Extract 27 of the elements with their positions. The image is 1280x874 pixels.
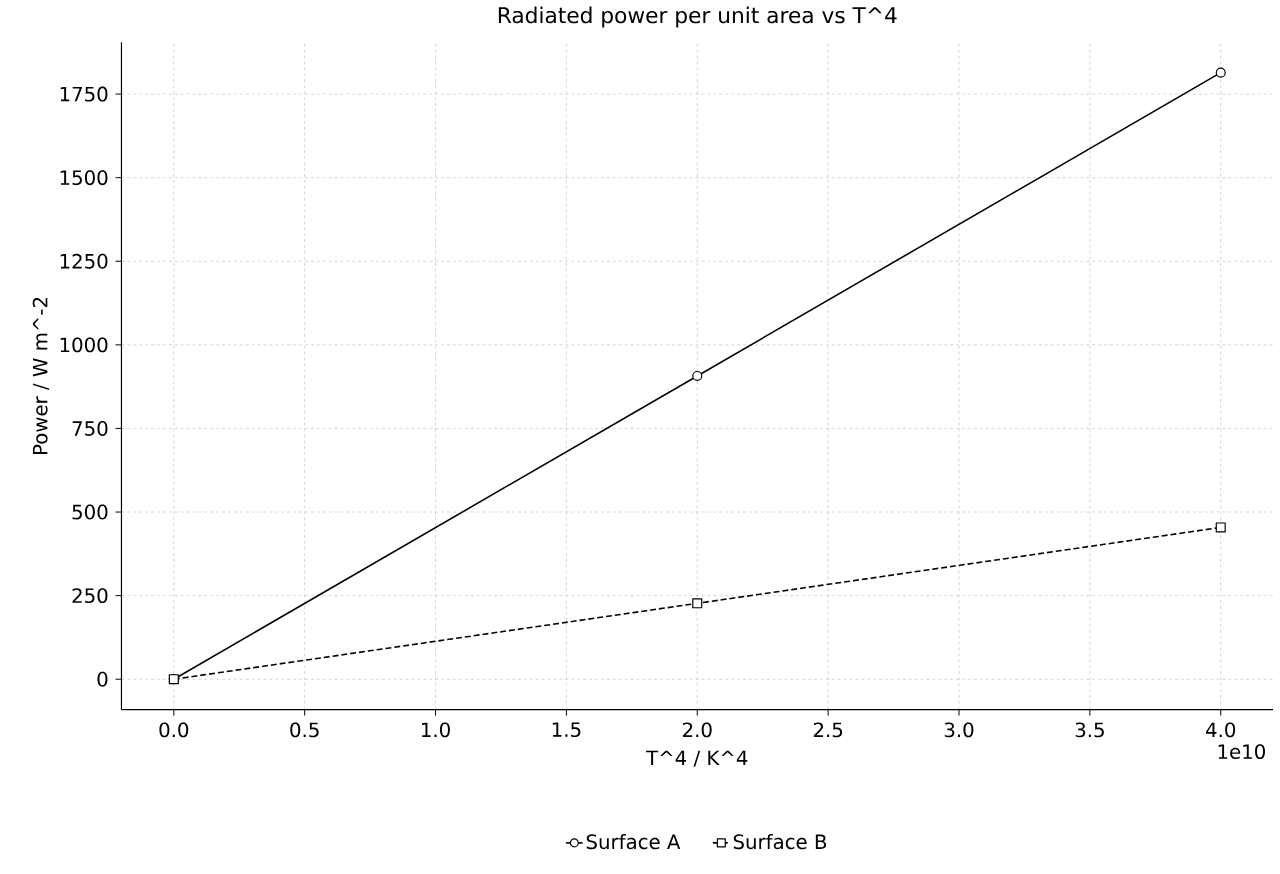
x-axis-title: T^4 / K^4 bbox=[646, 750, 748, 767]
point bbox=[692, 370, 703, 381]
point bbox=[692, 598, 703, 609]
y-tick-label: 500 bbox=[72, 504, 108, 520]
text: 1e10 bbox=[1218, 744, 1265, 760]
x-tick-label: 2.5 bbox=[813, 722, 843, 738]
x-tick-label: 1.0 bbox=[422, 722, 450, 738]
y-tick-label: 1250 bbox=[60, 253, 108, 269]
y-axis-title: Power / W m^-2 bbox=[32, 297, 50, 455]
y-tick-label: 250 bbox=[72, 588, 108, 604]
y-tick-label: 1000 bbox=[60, 337, 108, 353]
y-tick-label: 750 bbox=[72, 420, 108, 436]
y-tick-label: 0 bbox=[97, 671, 108, 687]
x-tick-label: 3.5 bbox=[1075, 722, 1104, 738]
x-tick-label: 0.5 bbox=[290, 722, 319, 738]
x-tick-label: 2.0 bbox=[683, 722, 712, 738]
x-tick-label: 4.0 bbox=[1206, 722, 1236, 738]
x-tick-label: 3.0 bbox=[944, 722, 974, 738]
point bbox=[1215, 67, 1226, 78]
x-tick-label: 1.5 bbox=[552, 722, 581, 738]
point bbox=[1215, 522, 1226, 533]
legend-label: Surface B bbox=[733, 833, 827, 850]
x-tick-label: 0.0 bbox=[159, 722, 189, 738]
y-tick-label: 1750 bbox=[60, 86, 108, 102]
legend-label: Surface A bbox=[586, 833, 681, 850]
chart-title: Radiated power per unit area vs T^4 bbox=[498, 6, 897, 28]
y-tick-label: 1500 bbox=[60, 170, 108, 186]
